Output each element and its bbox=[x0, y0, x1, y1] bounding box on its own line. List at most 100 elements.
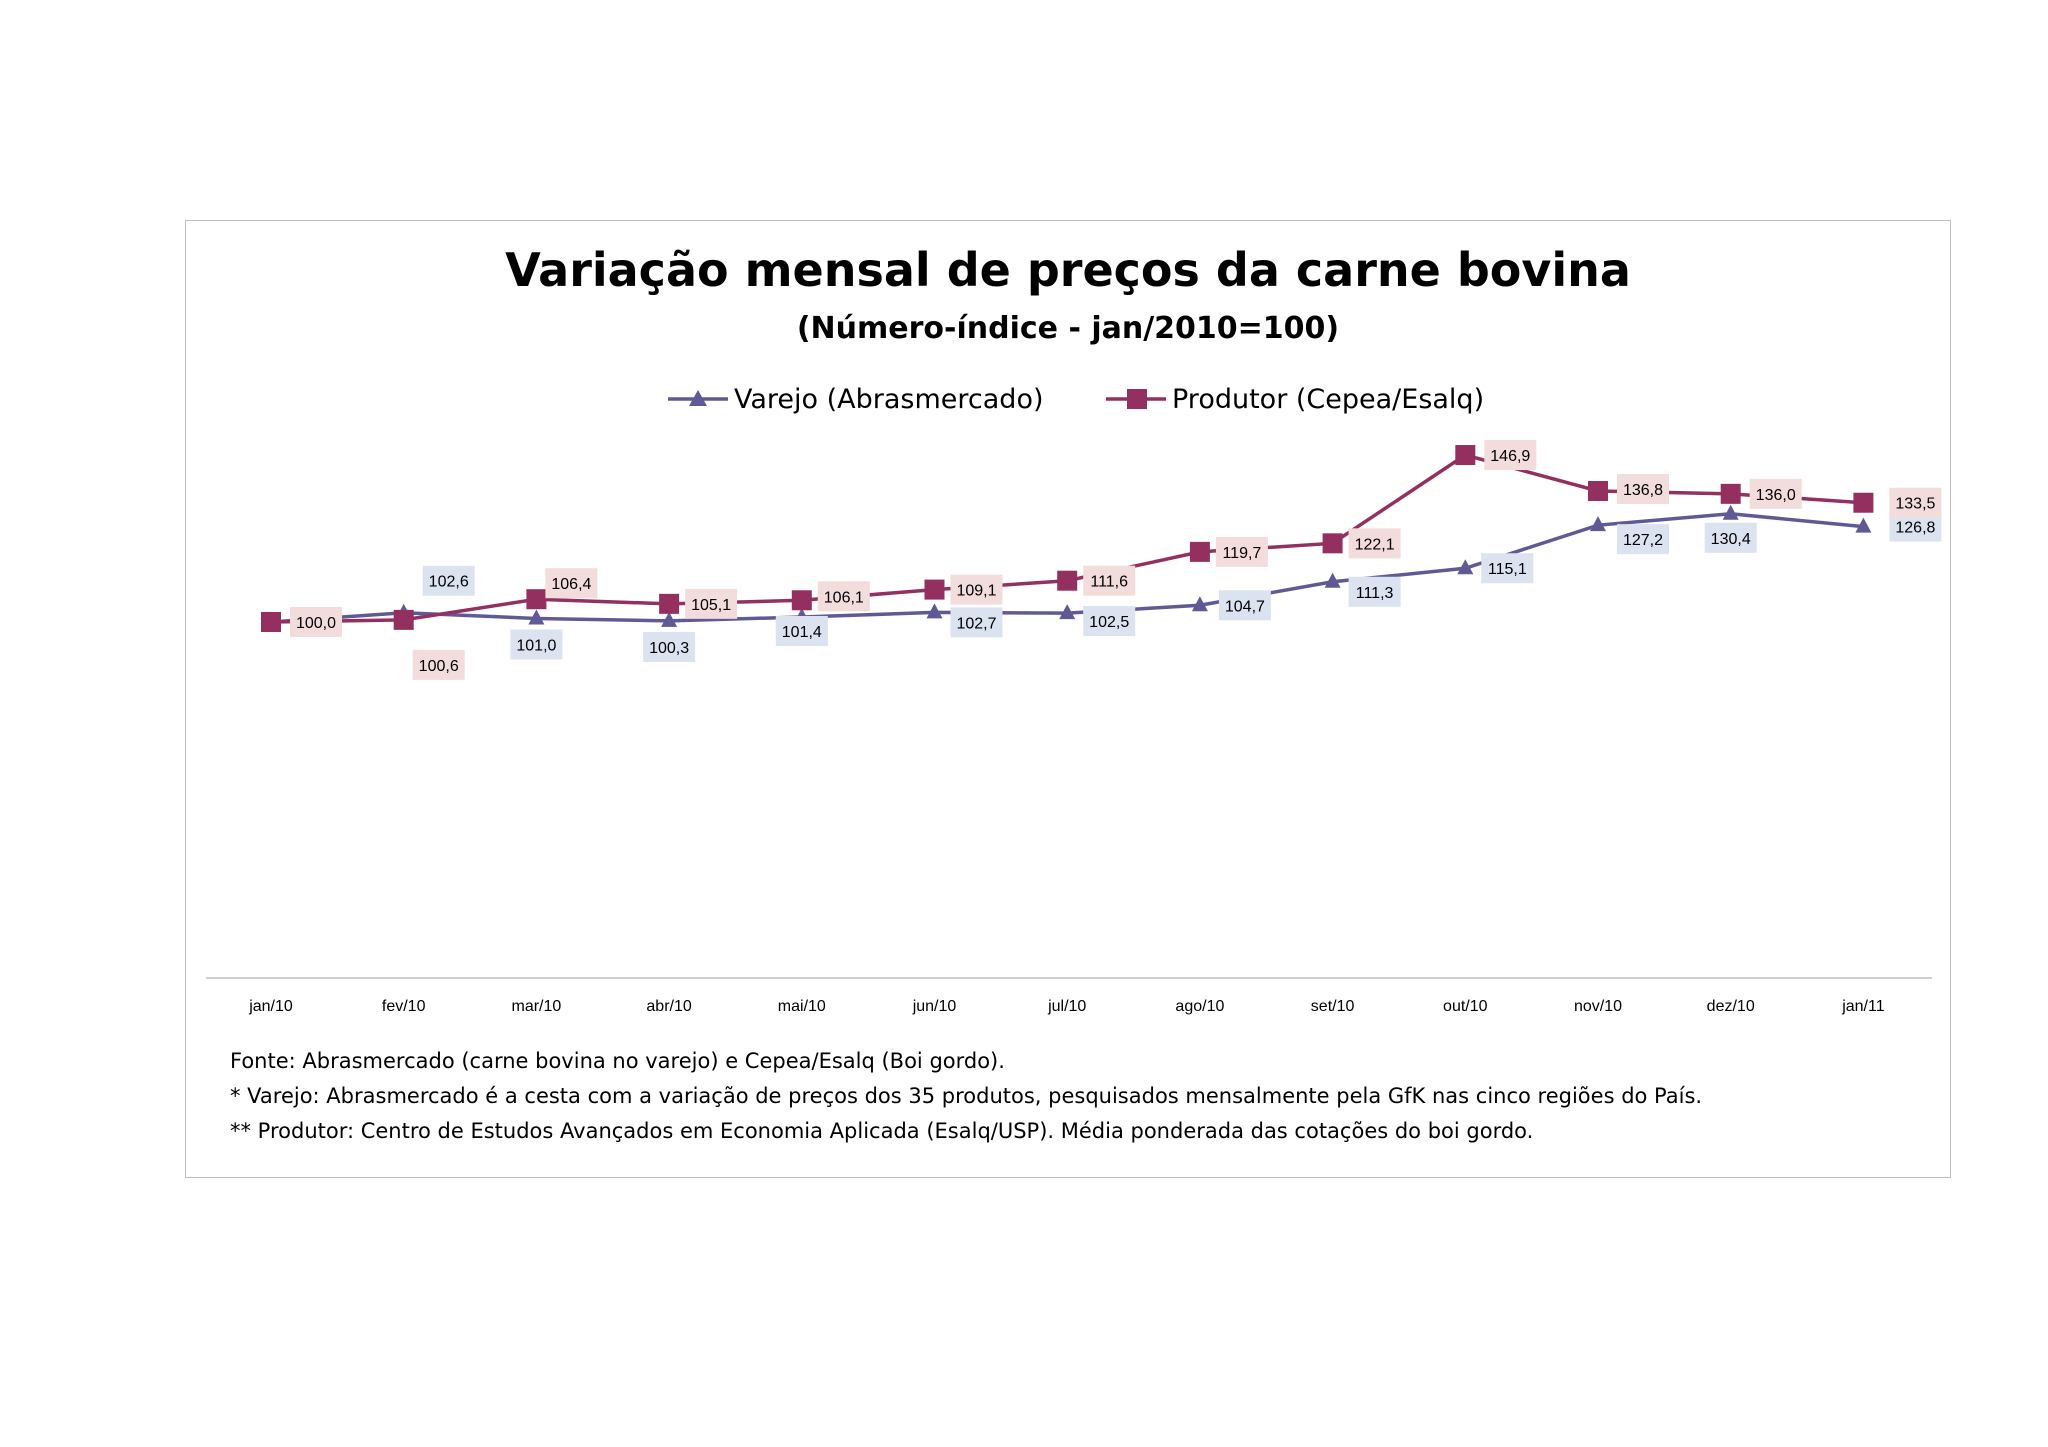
data-label: 119,7 bbox=[1222, 545, 1261, 562]
x-tick-label: jan/11 bbox=[1841, 998, 1885, 1015]
data-label-bg bbox=[950, 607, 1003, 638]
data-label: 102,7 bbox=[956, 615, 996, 632]
data-point bbox=[393, 609, 414, 630]
x-tick-label: fev/10 bbox=[382, 998, 426, 1015]
data-label-bg bbox=[1617, 473, 1669, 504]
data-point bbox=[1722, 504, 1739, 520]
series-varejo: 102,6 101,0 100,3 101,4 102,7 102,5 104,7 111,3… bbox=[263, 504, 1942, 662]
data-label: 105,1 bbox=[691, 597, 731, 614]
data-point bbox=[1457, 559, 1474, 575]
data-label-bg bbox=[545, 568, 598, 599]
series-produtor: 100,0 100,6 106,4 105,1 106,1 109,1 111,6 119,7… bbox=[261, 440, 1942, 680]
produtor-note: ** Produtor: Centro de Estudos Avançados… bbox=[230, 1119, 1534, 1143]
data-label-bg bbox=[685, 588, 738, 619]
data-label-bg bbox=[1083, 606, 1136, 637]
data-label-bg bbox=[643, 631, 696, 662]
data-label: 101,0 bbox=[516, 637, 556, 654]
data-label: 146,9 bbox=[1490, 448, 1530, 465]
data-label: 111,6 bbox=[1090, 574, 1128, 591]
data-point bbox=[659, 593, 680, 614]
data-point bbox=[1057, 570, 1078, 591]
x-axis: jan/10 fev/10 mar/10 abr/10 mai/10 jun/10 jul/… bbox=[206, 977, 1932, 1015]
data-label: 127,2 bbox=[1623, 532, 1663, 549]
x-tick-label: abr/10 bbox=[646, 998, 691, 1015]
data-point bbox=[1590, 516, 1606, 532]
data-point bbox=[1059, 604, 1076, 620]
data-label-bg bbox=[1704, 522, 1757, 553]
x-tick-label: jul/10 bbox=[1047, 998, 1086, 1015]
data-label: 100,0 bbox=[296, 615, 336, 632]
data-label-bg bbox=[950, 574, 1003, 605]
chart-frame bbox=[185, 220, 1951, 1178]
data-label-bg bbox=[1215, 536, 1268, 567]
data-label: 104,7 bbox=[1225, 598, 1265, 615]
legend: Varejo (Abrasmercado) Produtor (Cepea/Esa… bbox=[668, 384, 1484, 415]
data-label-bg bbox=[1481, 553, 1534, 584]
x-tick-label: jun/10 bbox=[912, 998, 957, 1015]
data-label-bg bbox=[412, 649, 465, 680]
data-point bbox=[528, 609, 545, 625]
data-label: 100,6 bbox=[419, 658, 459, 675]
data-point bbox=[526, 589, 547, 610]
footnotes: Fonte: Abrasmercado (carne bovina no var… bbox=[230, 1044, 1930, 1149]
data-point bbox=[924, 579, 945, 600]
data-point bbox=[1855, 517, 1872, 533]
chart-subtitle: (Número-índice - jan/2010=100) bbox=[797, 311, 1339, 346]
data-point bbox=[1588, 480, 1608, 501]
data-label-bg bbox=[1083, 565, 1136, 596]
series-layer: 102,6 101,0 100,3 101,4 102,7 102,5 104,7 111,3… bbox=[261, 440, 1942, 680]
x-tick-label: jan/10 bbox=[248, 998, 293, 1015]
x-tick-label: mar/10 bbox=[512, 998, 562, 1015]
data-label: 136,0 bbox=[1756, 487, 1796, 504]
chart-title: Variação mensal de preços da carne bovin… bbox=[505, 243, 1631, 297]
legend-label: Varejo (Abrasmercado) bbox=[734, 384, 1044, 415]
data-point bbox=[1324, 572, 1341, 588]
data-label: 101,4 bbox=[782, 624, 822, 641]
data-label-bg bbox=[1749, 478, 1802, 509]
legend-marker bbox=[689, 390, 707, 406]
data-label-bg bbox=[775, 616, 828, 647]
data-label-bg bbox=[422, 565, 475, 596]
data-label: 111,3 bbox=[1356, 585, 1394, 602]
data-label: 106,4 bbox=[551, 576, 591, 593]
data-label-bg bbox=[817, 581, 870, 612]
data-label-bg bbox=[1218, 590, 1271, 621]
data-label: 102,6 bbox=[429, 574, 469, 591]
x-tick-label: out/10 bbox=[1443, 998, 1488, 1015]
data-label: 102,5 bbox=[1089, 614, 1129, 631]
data-point bbox=[1853, 492, 1874, 513]
varejo-note: * Varejo: Abrasmercado é a cesta com a v… bbox=[230, 1084, 1703, 1108]
x-tick-label: ago/10 bbox=[1175, 998, 1224, 1015]
data-label-bg bbox=[510, 629, 563, 660]
x-tick-label: dez/10 bbox=[1707, 998, 1755, 1015]
data-point bbox=[1322, 533, 1343, 554]
x-tick-label: set/10 bbox=[1311, 998, 1355, 1015]
data-point bbox=[261, 612, 281, 632]
data-label: 122,1 bbox=[1355, 536, 1395, 553]
data-label: 130,4 bbox=[1711, 531, 1751, 548]
legend-label: Produtor (Cepea/Esalq) bbox=[1172, 384, 1484, 415]
data-label: 126,8 bbox=[1895, 520, 1935, 537]
data-label: 109,1 bbox=[956, 583, 996, 600]
data-label-bg bbox=[1889, 487, 1942, 518]
data-label: 106,1 bbox=[824, 589, 864, 606]
data-label-bg bbox=[290, 607, 342, 637]
data-label-bg bbox=[1348, 576, 1401, 607]
data-point bbox=[791, 590, 812, 611]
legend-marker bbox=[1127, 389, 1147, 409]
data-point bbox=[1191, 596, 1208, 612]
x-tick-label: nov/10 bbox=[1574, 998, 1622, 1015]
data-label: 136,8 bbox=[1623, 482, 1663, 499]
data-label-bg bbox=[1348, 528, 1401, 559]
data-label: 115,1 bbox=[1488, 561, 1527, 578]
data-point bbox=[1189, 541, 1210, 562]
data-label-bg bbox=[1617, 524, 1669, 555]
x-tick-label: mai/10 bbox=[778, 998, 826, 1015]
data-point bbox=[661, 611, 678, 627]
data-label-bg bbox=[1484, 440, 1537, 471]
data-label: 133,5 bbox=[1895, 496, 1935, 513]
data-label: 100,3 bbox=[649, 640, 689, 657]
source-note: Fonte: Abrasmercado (carne bovina no var… bbox=[230, 1049, 1005, 1073]
data-point bbox=[926, 603, 943, 619]
